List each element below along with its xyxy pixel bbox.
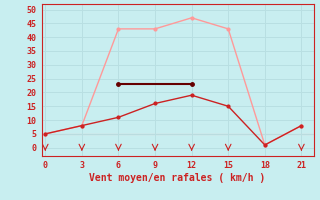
X-axis label: Vent moyen/en rafales ( km/h ): Vent moyen/en rafales ( km/h ): [90, 173, 266, 183]
